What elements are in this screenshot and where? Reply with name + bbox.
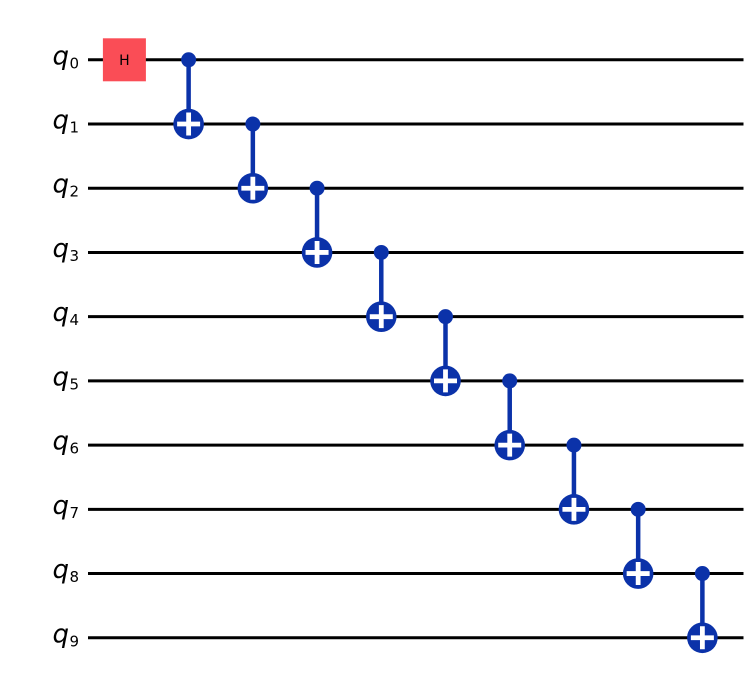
qubit-label-base: q — [52, 170, 69, 200]
qubit-label-subscript: 7 — [69, 504, 79, 522]
control-dot-icon — [502, 373, 518, 389]
control-dot-icon — [694, 566, 710, 582]
qubit-label-subscript: 0 — [69, 54, 79, 72]
control-dot-icon — [309, 180, 325, 196]
cnot-gate — [494, 373, 526, 461]
qubit-label-subscript: 6 — [69, 440, 79, 458]
h-gate-box — [102, 38, 146, 82]
qubit-label-base: q — [52, 298, 69, 328]
qubit-label-base: q — [52, 491, 69, 521]
plus-icon — [562, 497, 586, 521]
cnot-gate — [622, 501, 654, 589]
qubit-label-subscript: 3 — [69, 247, 79, 265]
plus-icon — [305, 240, 329, 264]
h-gate-label: H — [119, 53, 130, 69]
qubit-label: q1 — [52, 106, 79, 137]
qubit-label: q7 — [52, 491, 79, 522]
qubit-label-base: q — [52, 234, 69, 264]
qubit-label: q6 — [52, 427, 79, 458]
control-dot-icon — [630, 501, 646, 517]
qubit-label-subscript: 1 — [69, 119, 79, 137]
qubit-label-base: q — [52, 427, 69, 457]
hadamard-gate: H — [102, 38, 146, 82]
plus-icon — [626, 562, 650, 586]
control-dot-icon — [438, 309, 453, 325]
control-dot-icon — [373, 244, 389, 260]
qubit-label: q2 — [52, 170, 79, 201]
qubit-label-subscript: 8 — [69, 568, 79, 586]
cnot-gate — [687, 566, 718, 654]
qubit-label: q4 — [52, 298, 79, 329]
qubit-label: q3 — [52, 234, 79, 265]
qubit-label: q9 — [52, 619, 79, 650]
cnot-gate — [365, 244, 397, 332]
plus-icon — [434, 369, 457, 393]
plus-icon — [369, 305, 393, 329]
control-dot-icon — [181, 52, 197, 68]
qubit-label-base: q — [52, 362, 69, 392]
qubit-label-base: q — [52, 619, 69, 649]
control-dot-icon — [566, 437, 582, 453]
qubit-label-base: q — [52, 106, 69, 136]
cnot-gate — [430, 309, 461, 397]
qubit-label: q0 — [52, 41, 79, 72]
qubit-label-base: q — [52, 555, 69, 585]
qubit-label-subscript: 4 — [69, 311, 79, 329]
cnot-gate — [558, 437, 590, 525]
qubit-label: q8 — [52, 555, 79, 586]
plus-icon — [241, 176, 265, 200]
cnot-gate — [173, 52, 204, 140]
cnot-gate — [301, 180, 333, 268]
plus-icon — [690, 626, 714, 650]
qubit-label: q5 — [52, 362, 79, 393]
control-dot-icon — [245, 116, 261, 132]
qubit-label-subscript: 5 — [69, 375, 79, 393]
plus-icon — [498, 433, 522, 457]
cnot-gate — [237, 116, 269, 204]
qubit-label-subscript: 2 — [69, 183, 79, 201]
qubit-label-base: q — [52, 41, 69, 71]
plus-icon — [177, 112, 201, 136]
qubit-label-subscript: 9 — [69, 632, 79, 650]
